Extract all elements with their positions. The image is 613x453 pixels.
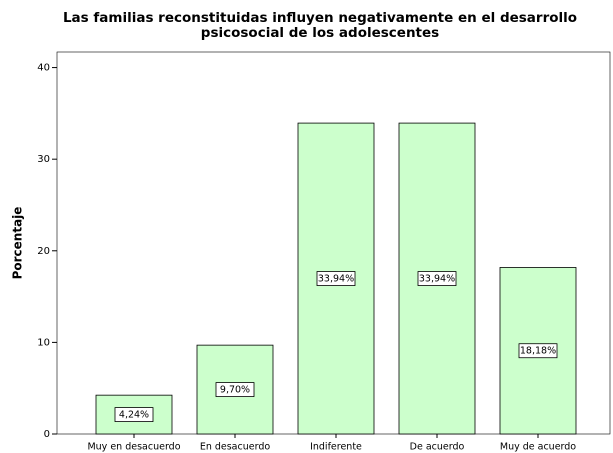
y-tick-label: 0 — [44, 429, 50, 440]
value-label-box — [215, 382, 255, 397]
y-tick-label: 40 — [37, 63, 50, 74]
y-tick-label: 10 — [37, 337, 50, 348]
x-tick-label: Muy de acuerdo — [500, 442, 576, 453]
value-label-box — [114, 407, 154, 422]
value-label: 18,18% — [520, 346, 556, 357]
value-label-box — [417, 271, 457, 286]
x-tick-label: Muy en desacuerdo — [87, 442, 180, 453]
value-label: 9,70% — [220, 385, 250, 396]
x-tick-label: En desacuerdo — [200, 442, 271, 453]
value-label-box — [518, 343, 558, 359]
value-label: 4,24% — [119, 410, 149, 421]
y-tick-label: 20 — [37, 246, 50, 257]
value-label: 33,94% — [419, 274, 455, 285]
x-tick-label: De acuerdo — [410, 442, 465, 453]
value-label: 33,94% — [318, 274, 354, 285]
value-label-box — [316, 271, 356, 286]
chart-title: psicosocial de los adolescentes — [201, 25, 439, 41]
x-tick-label: Indiferente — [310, 442, 362, 453]
y-tick-label: 30 — [37, 154, 50, 165]
chart-title: Las familias reconstituidas influyen neg… — [63, 10, 577, 26]
y-axis-label: Porcentaje — [11, 207, 25, 280]
